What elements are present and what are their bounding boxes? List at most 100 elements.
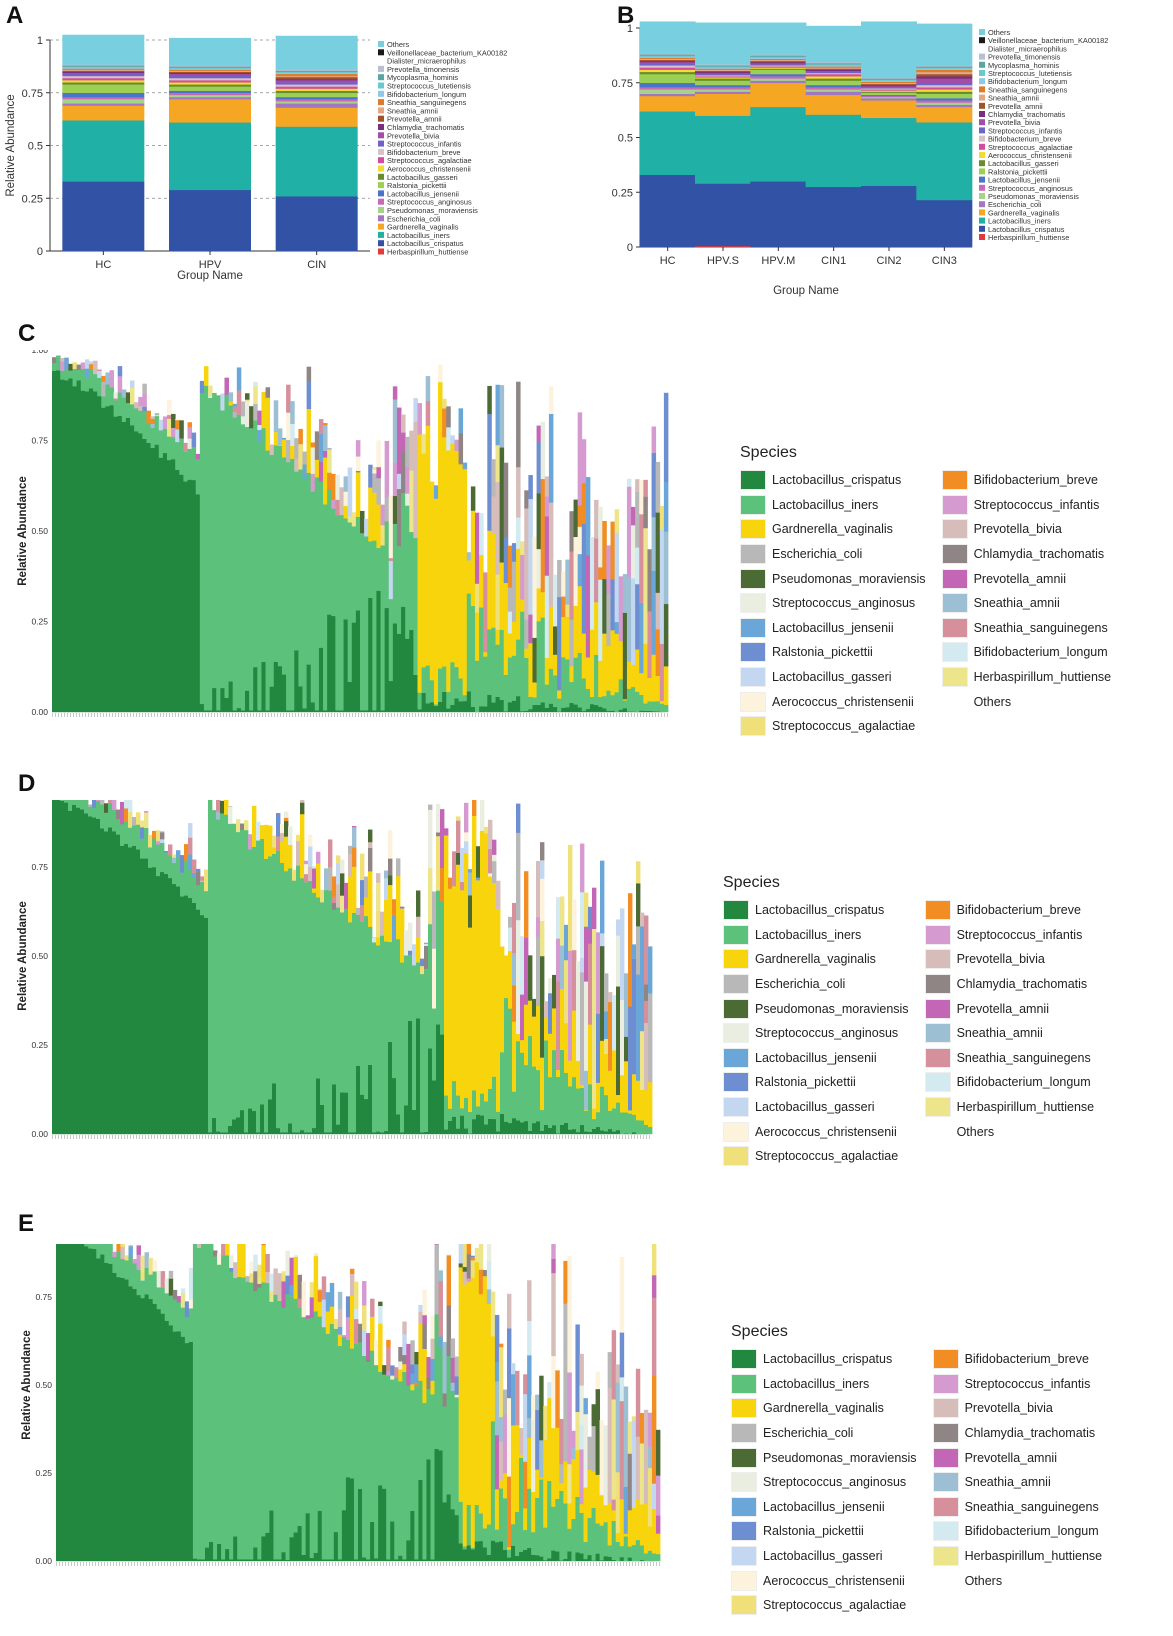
sample-bar-segment	[257, 1264, 262, 1278]
sample-bar-segment	[596, 932, 601, 1014]
sample-bar-segment	[474, 1247, 480, 1263]
sample-bar-segment	[408, 1020, 413, 1135]
sample-bar-segment	[581, 710, 587, 713]
sample-bar-segment	[551, 1506, 556, 1551]
sample-bar-segment	[257, 1276, 262, 1284]
sample-bar-segment	[651, 654, 657, 702]
y-axis-title: Relative Abundance	[21, 1330, 33, 1440]
sample-bar-segment	[136, 1245, 141, 1246]
legend-swatch-Ralstonia_pickettii	[979, 168, 985, 175]
legend-label-Dialister_micraerophilus: Dialister_micraerophilus	[988, 44, 1067, 53]
sample-bar-segment	[500, 1052, 505, 1114]
legend-swatch-Streptococcus_infantis	[979, 127, 985, 134]
sample-bar-segment	[635, 547, 640, 585]
sample-bar-segment	[175, 429, 180, 443]
sample-bar-segment	[553, 654, 558, 676]
sample-bar-segment	[595, 1371, 600, 1390]
legend-label: Sneathia_amnii	[973, 596, 1060, 611]
sample-bar-segment	[321, 1327, 327, 1560]
sample-bar-segment	[567, 1463, 572, 1504]
sample-bar-segment	[476, 1106, 481, 1115]
sample-bar-segment	[539, 1556, 544, 1562]
bar-segment-Mycoplasma_hominis	[916, 66, 973, 68]
sample-bar-segment	[502, 1498, 508, 1551]
legend-label-Lactobacillus_crispatus: Lactobacillus_crispatus	[988, 225, 1065, 234]
sample-bar-segment	[468, 927, 473, 1112]
sample-bar-segment	[581, 483, 587, 524]
sample-bar-segment	[492, 854, 497, 862]
sample-bar-segment	[384, 899, 389, 942]
sample-bar-segment	[289, 1257, 294, 1265]
bar-segment-Prevotella_bivia	[62, 72, 145, 75]
sample-bar-segment	[564, 924, 569, 961]
sample-bar-segment	[112, 1256, 117, 1273]
sample-bar-segment	[466, 1244, 472, 1255]
sample-bar-segment	[636, 926, 641, 975]
sample-bar-segment	[117, 366, 123, 377]
sample-bar-segment	[444, 1095, 449, 1130]
sample-bar-segment	[386, 1559, 391, 1562]
sample-bar-segment	[519, 1428, 524, 1455]
sample-bar-segment	[144, 1252, 150, 1268]
sample-bar-segment	[323, 450, 328, 458]
bar-segment-Streptococcus_infantis	[750, 64, 807, 66]
sample-bar-segment	[413, 537, 418, 675]
legend-swatch	[924, 1121, 951, 1142]
legend-item: Ralstonia_pickettii	[731, 1519, 917, 1544]
sample-bar-segment	[392, 523, 398, 624]
sample-bar-segment	[622, 574, 628, 613]
sample-bar-segment	[308, 880, 313, 1133]
sample-bar-segment	[479, 706, 484, 713]
sample-bar-segment	[372, 473, 377, 493]
sample-bar-segment	[643, 1409, 649, 1505]
sample-bar-segment	[152, 830, 157, 839]
sample-bar-segment	[565, 707, 570, 713]
sample-bar-segment	[221, 1559, 226, 1562]
y-tick-label: 0.75	[22, 88, 43, 100]
sample-bar-segment	[327, 449, 332, 473]
sample-bar-segment	[655, 1553, 661, 1562]
sample-bar-segment	[599, 1525, 605, 1561]
sample-bar-segment	[313, 1552, 319, 1562]
sample-bar-segment	[180, 872, 185, 897]
sample-bar-segment	[438, 668, 443, 702]
sample-bar-segment	[635, 479, 640, 492]
sample-bar-segment	[305, 1315, 311, 1319]
sample-bar-segment	[273, 1559, 278, 1562]
bar-segment-Streptococcus_agalactiae	[916, 87, 973, 90]
sample-bar-segment	[376, 937, 381, 946]
sample-bar-segment	[277, 666, 283, 713]
legend-swatch-Prevotella_timonensis	[979, 53, 985, 60]
sample-bar-segment	[300, 802, 305, 815]
sample-bar-segment	[442, 1393, 447, 1407]
sample-bar-segment	[277, 445, 283, 667]
sample-bar-segment	[498, 1480, 504, 1489]
legend-swatch-Prevotella_bivia	[979, 119, 985, 126]
sample-bar-segment	[482, 1276, 488, 1529]
sample-bar-segment	[640, 1120, 645, 1135]
sample-bar-segment	[368, 464, 373, 479]
legend-item: Lactobacillus_crispatus	[723, 898, 909, 923]
sample-bar-segment	[312, 892, 317, 1129]
sample-bar-segment	[216, 800, 221, 813]
sample-bar-segment	[611, 1520, 617, 1560]
sample-bar-segment	[398, 1346, 403, 1362]
sample-bar-segment	[663, 482, 669, 532]
legend-swatch-Streptococcus_agalactiae	[378, 157, 384, 164]
sample-bar-segment	[224, 377, 229, 395]
sample-bar-segment	[647, 1412, 653, 1447]
bar-segment-Lactobacillus_iners	[750, 106, 807, 182]
legend-swatch	[932, 1472, 959, 1493]
sample-bar-segment	[233, 1262, 238, 1279]
sample-bar-segment	[125, 417, 131, 713]
legend-label: Others	[956, 1124, 995, 1139]
sample-bar-segment	[329, 1283, 335, 1307]
bar-segment-Bifidobacterium_breve	[916, 84, 973, 88]
sample-bar-segment	[60, 800, 65, 801]
sample-bar-segment	[433, 498, 439, 705]
bar-segment-Pseudomonas_moraviensis	[169, 94, 251, 98]
sample-bar-segment	[160, 842, 165, 873]
bar-segment-Gardnerella_vaginalis	[62, 105, 145, 121]
sample-bar-segment	[594, 704, 599, 713]
sample-bar-segment	[452, 1116, 457, 1135]
